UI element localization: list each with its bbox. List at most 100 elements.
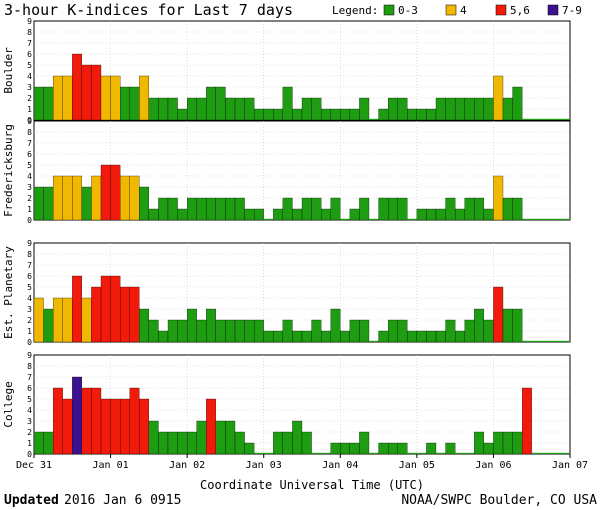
bar xyxy=(512,197,523,221)
bar xyxy=(282,86,293,121)
bar xyxy=(139,75,150,121)
bar xyxy=(330,442,341,455)
y-tick-label: 9 xyxy=(27,351,32,360)
bar xyxy=(301,197,312,221)
legend: 0-3 4 5,6 7-9 xyxy=(383,4,582,17)
bar xyxy=(177,108,188,121)
bar xyxy=(340,108,351,121)
bar xyxy=(81,64,92,121)
bar xyxy=(483,208,494,221)
bar xyxy=(359,319,370,343)
bar xyxy=(407,218,417,220)
bar xyxy=(550,218,561,220)
bar xyxy=(541,218,551,220)
y-tick-label: 1 xyxy=(27,105,32,114)
bar xyxy=(225,97,236,121)
series-label: Fredericksburg xyxy=(2,124,15,217)
bar xyxy=(359,197,370,221)
bar xyxy=(177,319,188,343)
bar xyxy=(244,97,255,121)
bar xyxy=(52,387,63,455)
bar xyxy=(474,97,485,121)
bar xyxy=(378,108,389,121)
legend-label: Legend: xyxy=(332,4,378,17)
y-tick-label: 0 xyxy=(27,338,32,347)
bar xyxy=(483,442,494,455)
bar xyxy=(521,387,532,455)
bar xyxy=(215,86,226,121)
bar xyxy=(435,97,446,121)
bar xyxy=(33,186,44,221)
bar xyxy=(81,387,92,455)
bar xyxy=(531,340,542,342)
bar xyxy=(234,97,245,121)
bar xyxy=(512,86,523,121)
bar xyxy=(263,108,274,121)
bar xyxy=(91,387,102,455)
bar xyxy=(464,452,475,454)
series-label: Est. Planetary xyxy=(2,246,15,339)
bar xyxy=(148,420,159,455)
y-tick-label: 3 xyxy=(27,417,32,426)
bar xyxy=(349,208,360,221)
bar xyxy=(397,97,408,121)
bar xyxy=(493,175,504,221)
y-tick-label: 5 xyxy=(27,161,32,170)
bar xyxy=(263,330,274,343)
y-tick-label: 0 xyxy=(27,450,32,459)
y-tick-label: 9 xyxy=(27,239,32,248)
bar xyxy=(397,442,408,455)
x-tick-label: Jan 01 xyxy=(93,460,129,471)
bar xyxy=(301,431,312,455)
bar xyxy=(215,319,226,343)
bar xyxy=(369,118,379,120)
bar xyxy=(455,452,465,454)
y-tick-label: 7 xyxy=(27,139,32,148)
y-tick-label: 3 xyxy=(27,83,32,92)
y-tick-label: 8 xyxy=(27,128,32,137)
bar xyxy=(454,208,465,221)
bar xyxy=(148,97,159,121)
bar xyxy=(148,319,159,343)
bar xyxy=(378,442,389,455)
bar xyxy=(541,452,551,454)
bar xyxy=(320,108,331,121)
panel: 0 1 2 3 4 5 6 7 8 9 College xyxy=(2,351,571,459)
bar xyxy=(493,286,504,343)
bar xyxy=(225,197,236,221)
bar xyxy=(474,308,485,343)
bar xyxy=(483,97,494,121)
bar xyxy=(91,64,102,121)
y-tick-label: 3 xyxy=(27,305,32,314)
bar xyxy=(196,97,207,121)
bar xyxy=(158,97,169,121)
bar xyxy=(445,442,456,455)
bar xyxy=(91,175,102,221)
bar xyxy=(43,431,54,455)
bar xyxy=(186,431,197,455)
y-tick-label: 2 xyxy=(27,316,32,325)
bar xyxy=(253,319,264,343)
bar xyxy=(139,186,150,221)
bar xyxy=(378,330,389,343)
y-tick-label: 1 xyxy=(27,439,32,448)
y-tick-label: 2 xyxy=(27,94,32,103)
bar xyxy=(186,97,197,121)
bar xyxy=(43,186,54,221)
bar xyxy=(158,431,169,455)
bar xyxy=(301,330,312,343)
bar xyxy=(550,340,561,342)
bar xyxy=(464,319,475,343)
bar xyxy=(139,308,150,343)
y-tick-label: 4 xyxy=(27,406,32,415)
bar xyxy=(196,420,207,455)
bar xyxy=(292,108,303,121)
bar xyxy=(416,208,427,221)
x-tick-label: Jan 05 xyxy=(399,460,435,471)
y-tick-label: 2 xyxy=(27,428,32,437)
bar xyxy=(52,175,63,221)
x-axis-label: Coordinate Universal Time (UTC) xyxy=(200,478,424,492)
bar xyxy=(320,208,331,221)
bar xyxy=(474,197,485,221)
bar xyxy=(206,86,217,121)
